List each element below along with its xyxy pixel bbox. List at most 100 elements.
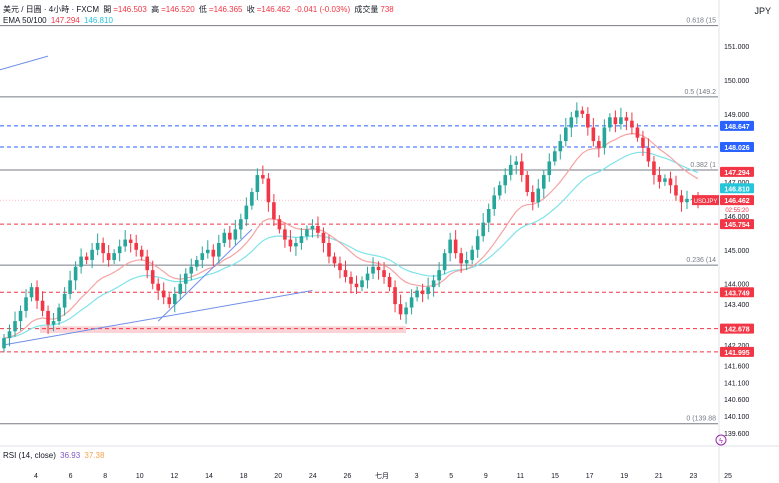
y-tick-label: 142.200: [724, 343, 749, 350]
x-tick-label: 15: [551, 473, 559, 480]
rsi-value: 36.93: [60, 451, 81, 460]
candle-body: [294, 242, 298, 247]
candle-body: [123, 239, 127, 247]
y-tick-label: 141.600: [724, 363, 749, 370]
candle-body: [569, 117, 574, 128]
candle-body: [205, 249, 210, 254]
candle-body: [619, 117, 623, 125]
candle-body: [156, 283, 161, 291]
fib-label: 0.382 (1: [690, 162, 716, 169]
candle-body: [564, 127, 568, 142]
candle-body: [13, 321, 17, 332]
volume-value: 738: [380, 5, 394, 14]
candle-body: [62, 293, 67, 308]
y-tick-label: 139.600: [724, 431, 749, 438]
fib-label: 0.618 (15: [686, 18, 716, 25]
candle-body: [475, 236, 480, 250]
candle-body: [233, 229, 238, 240]
x-tick-label: 8: [103, 473, 107, 480]
ema-label: EMA 50/100: [3, 16, 47, 25]
candle-body: [492, 195, 497, 210]
symbol-label[interactable]: 美元 / 日圓 · 4小時 · FXCM: [3, 5, 99, 14]
candle-body: [470, 249, 474, 260]
candle-body: [112, 253, 116, 260]
candle-body: [194, 259, 199, 267]
fib-label: 0 (139.88: [686, 416, 716, 423]
support-zone: [40, 326, 406, 333]
price-tag-bg: [720, 219, 754, 230]
candle-body: [327, 242, 331, 257]
candle-body: [46, 310, 50, 325]
candle-body: [2, 338, 6, 349]
candle-body: [101, 242, 105, 254]
candle-body: [657, 175, 662, 182]
candle-body: [244, 205, 249, 220]
symbol-badge-bg: [692, 195, 719, 206]
candle-body: [316, 226, 320, 233]
rsi-label: RSI (14, close): [3, 451, 56, 460]
x-tick-label: 9: [484, 473, 488, 480]
high-value: =146.520: [161, 5, 195, 14]
candle-body: [558, 141, 563, 152]
candle-body: [288, 239, 293, 247]
candle-body: [139, 249, 144, 257]
candle-body: [272, 202, 276, 220]
candle-body: [541, 175, 546, 189]
candle-body: [453, 239, 458, 254]
x-tick-label: 14: [205, 473, 213, 480]
price-tag-bg: [720, 120, 754, 131]
candle-body: [332, 256, 337, 264]
candle-body: [481, 222, 485, 237]
candle-body: [90, 249, 94, 260]
fib-label: 0.5 (149.2: [684, 89, 716, 96]
candle-body: [299, 236, 304, 243]
candle-body: [580, 110, 585, 114]
lightning-icon: [715, 434, 727, 446]
candle-body: [360, 280, 364, 288]
candle-body: [321, 232, 326, 243]
candle-body: [343, 270, 348, 277]
candle-body: [382, 270, 386, 277]
fib-label: 0.236 (14: [686, 257, 716, 264]
low-value: =146.365: [208, 5, 243, 14]
candle-body: [464, 259, 469, 264]
candle-body: [178, 283, 183, 294]
candle-body: [624, 117, 629, 121]
x-tick-label: 七月: [375, 471, 389, 480]
ema50-line: [3, 132, 699, 339]
candle-body: [250, 192, 254, 206]
candle-body: [73, 266, 78, 281]
candle-body: [431, 280, 436, 288]
candle-body: [261, 175, 265, 179]
candle-body: [437, 270, 441, 281]
candle-body: [283, 229, 287, 240]
countdown: 02:55:20: [725, 208, 749, 214]
price-tag: 145.754: [724, 222, 749, 229]
candle-body: [420, 290, 425, 294]
lightning-glyph: ϟ: [719, 438, 723, 445]
candle-body: [84, 256, 89, 260]
x-tick-label: 10: [136, 473, 144, 480]
ema100-value: 146.810: [83, 16, 113, 25]
candle-body: [630, 120, 634, 128]
trendline-top: [0, 55, 49, 71]
candle-body: [95, 242, 100, 250]
price-tag: 142.678: [724, 327, 749, 334]
candle-body: [167, 297, 172, 305]
open-value: =146.503: [113, 5, 147, 14]
x-tick-label: 3: [415, 473, 419, 480]
y-tick-label: 145.000: [724, 248, 749, 255]
candle-body: [266, 178, 271, 203]
candle-body: [674, 185, 678, 196]
x-tick-label: 20: [274, 473, 282, 480]
price-tag-bg: [720, 166, 754, 177]
price-tag: 146.810: [724, 186, 749, 193]
candle-body: [409, 297, 414, 308]
ema-legend[interactable]: EMA 50/100 147.294 146.810: [3, 16, 115, 25]
candle-body: [79, 256, 83, 267]
candle-body: [24, 297, 28, 311]
rsi-legend[interactable]: RSI (14, close) 36.93 37.38: [3, 451, 106, 460]
candle-body: [486, 209, 491, 223]
price-tag-bg: [720, 346, 754, 357]
